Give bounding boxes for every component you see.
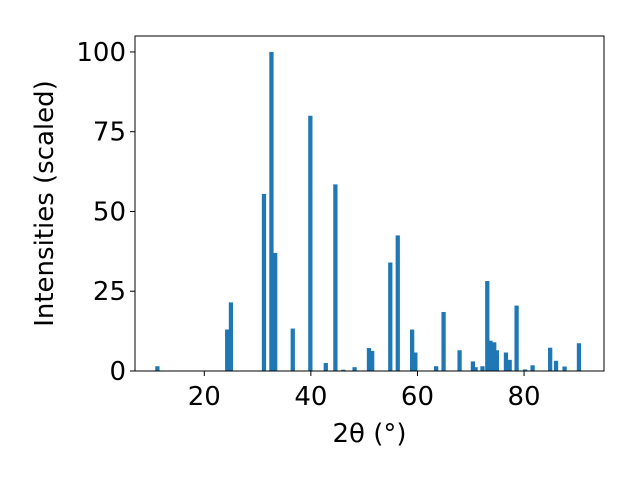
bar (441, 311, 446, 371)
bar (225, 329, 230, 371)
bar (470, 361, 476, 371)
bar (413, 352, 418, 371)
bar (507, 359, 512, 371)
bar (370, 350, 375, 371)
y-tick-label: 100 (76, 38, 126, 68)
x-axis: 20 40 60 80 (188, 371, 541, 412)
bar (273, 252, 278, 371)
bar (366, 348, 372, 371)
y-tick-label: 0 (109, 357, 126, 387)
bar-series (155, 51, 582, 371)
bar (480, 366, 485, 371)
bar (395, 235, 400, 371)
bar (522, 369, 528, 371)
bar (492, 342, 497, 371)
bar (410, 329, 415, 371)
bar (473, 367, 478, 371)
bar (341, 369, 346, 371)
bar (503, 352, 509, 371)
bar (333, 184, 338, 371)
bar (553, 360, 559, 371)
bar (514, 305, 519, 371)
x-axis-label: 2θ (°) (332, 419, 406, 449)
bar (562, 366, 567, 371)
y-axis: 0 25 50 75 100 (76, 38, 135, 387)
bar (155, 366, 160, 371)
bar (323, 363, 328, 371)
bar (485, 281, 490, 371)
bar (308, 115, 313, 371)
bar (388, 262, 393, 371)
bar (530, 365, 535, 371)
bar (352, 367, 357, 371)
plot-frame (134, 35, 605, 372)
bar (457, 350, 462, 371)
bar (261, 193, 267, 371)
x-tick-label: 20 (188, 382, 221, 412)
bar (433, 366, 439, 371)
y-tick-label: 75 (93, 118, 126, 148)
x-tick-label: 60 (401, 382, 434, 412)
y-tick-label: 25 (93, 277, 126, 307)
x-tick-label: 80 (508, 382, 541, 412)
bar (290, 328, 295, 371)
bar (548, 347, 553, 371)
bar (269, 51, 274, 371)
bar (494, 350, 500, 371)
y-tick-label: 50 (93, 197, 126, 227)
x-tick-label: 40 (294, 382, 327, 412)
bar (228, 302, 234, 371)
bar (576, 343, 582, 371)
y-axis-label: Intensities (scaled) (30, 80, 60, 327)
bar (488, 340, 493, 371)
